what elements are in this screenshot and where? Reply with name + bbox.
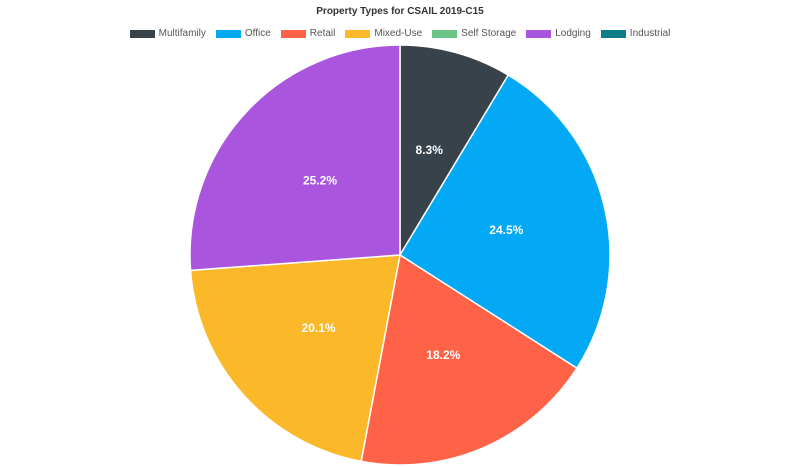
legend-item-retail[interactable]: Retail [280,28,336,39]
legend-swatch [129,29,155,38]
data-label: 18.2% [426,348,460,362]
legend-label: Lodging [555,28,591,39]
data-label: 8.3% [416,143,444,157]
pie-data-labels: 8.3% 24.5% 18.2% 20.1% 25.2% [302,143,524,362]
legend-label: Industrial [629,28,671,39]
legend-label: Mixed-Use [374,28,423,39]
legend-item-multifamily[interactable]: Multifamily [129,28,206,39]
chart-title: Property Types for CSAIL 2019-C15 [316,6,484,17]
legend-label: Self Storage [461,28,517,39]
legend-item-mixed-use[interactable]: Mixed-Use [345,28,422,39]
legend-swatch [280,29,306,38]
legend-label: Retail [309,28,336,39]
legend-label: Office [244,28,271,39]
legend-item-industrial[interactable]: Industrial [600,28,671,39]
legend-label: Multifamily [158,28,206,39]
pie-slices [189,44,611,466]
legend-item-office[interactable]: Office [215,28,271,39]
legend-item-lodging[interactable]: Lodging [526,28,591,39]
legend-swatch [600,29,626,38]
legend-swatch [432,29,458,38]
pie-slice-mixed-use[interactable] [189,254,401,463]
pie-slice-lodging[interactable] [189,44,401,272]
data-label: 20.1% [302,321,336,335]
legend-swatch [345,29,371,38]
legend-swatch [526,29,552,38]
pie-slice-multifamily[interactable] [399,44,510,258]
pie-slice-office[interactable] [398,74,611,370]
pie-slice-retail[interactable] [360,253,578,466]
chart-legend: Multifamily Office Retail Mixed-Use Self Sto… [0,28,800,39]
legend-swatch [215,29,241,38]
legend-item-self-storage[interactable]: Self Storage [432,28,516,39]
data-label: 25.2% [303,174,337,188]
data-label: 24.5% [489,223,523,237]
